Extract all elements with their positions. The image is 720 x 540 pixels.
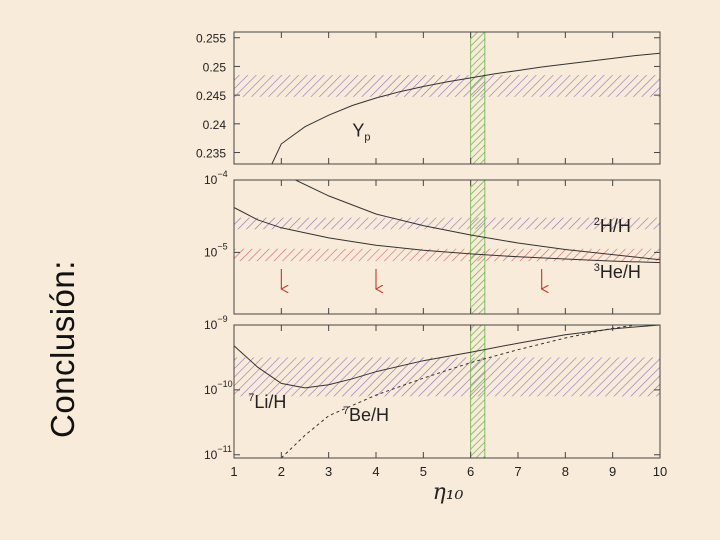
panel-2: 10−9 10−10 10−11 7Li/H 7Be/H [204, 314, 661, 462]
x-axis-label: η₁₀ [433, 480, 464, 505]
x-tick-label-3: 4 [372, 464, 379, 479]
eta-band-0 [470, 31, 486, 165]
x-tick-label-4: 5 [420, 464, 427, 479]
y-tick-label-0-4: 0.255 [196, 32, 226, 46]
x-tick-label-6: 7 [514, 464, 521, 479]
curve-label-1-1: 3He/H [594, 262, 641, 282]
x-tick-label-7: 8 [562, 464, 569, 479]
curve-label-2-1: 7Be/H [343, 405, 389, 425]
observed-band-1-0 [234, 217, 660, 230]
observed-band-2-0 [234, 357, 660, 397]
y-tick-label-0-3: 0.25 [203, 60, 227, 74]
x-tick-label-1: 2 [278, 464, 285, 479]
eta-band-1 [470, 179, 486, 315]
x-tick-label-5: 6 [467, 464, 474, 479]
panel-1: 10−4 10−5 2H/H 3He/H [204, 169, 661, 315]
curve-7beh [280, 325, 641, 458]
curve-label-0-0: Yp [352, 120, 370, 143]
curve-yp [271, 52, 660, 164]
x-tick-label-2: 3 [325, 464, 332, 479]
curve-3heh [234, 207, 660, 264]
observed-band-0-0 [234, 75, 660, 97]
y-tick-label-1-0: 10−4 [204, 169, 228, 187]
y-tick-label-0-1: 0.24 [203, 118, 227, 132]
panel-frame-2 [233, 324, 661, 459]
panel-0: 0.235 0.24 0.245 0.25 0.255 Yp [196, 31, 661, 165]
curve-7lih [234, 325, 660, 389]
y-tick-label-2-1: 10−10 [204, 379, 233, 397]
y-tick-label-1-1: 10−5 [204, 241, 228, 259]
x-tick-label-0: 1 [230, 464, 237, 479]
y-tick-label-2-0: 10−9 [204, 314, 228, 332]
y-tick-label-2-2: 10−11 [204, 444, 232, 462]
x-tick-label-9: 10 [653, 464, 667, 479]
curve-label-1-0: 2H/H [594, 216, 631, 236]
panel-frame-1 [233, 179, 661, 315]
panel-frame-0 [233, 31, 661, 165]
curve-2hh [295, 180, 660, 261]
x-tick-label-8: 9 [609, 464, 616, 479]
curve-label-2-0: 7Li/H [248, 392, 286, 412]
eta-band-2 [470, 324, 486, 459]
y-tick-label-0-0: 0.235 [196, 147, 226, 161]
observed-band-1-1 [234, 248, 660, 262]
y-tick-label-0-2: 0.245 [196, 89, 226, 103]
